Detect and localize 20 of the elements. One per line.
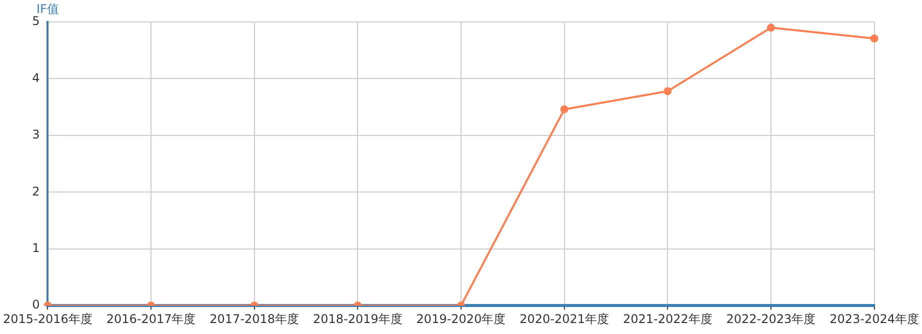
x-tick-label: 2023-2024年度 bbox=[830, 312, 920, 326]
point bbox=[560, 105, 568, 114]
point bbox=[766, 24, 775, 32]
x-tick-label: 2015-2016年度 bbox=[2, 312, 92, 326]
x-tick-label: 2019-2020年度 bbox=[416, 312, 506, 326]
y-tick-label: 2 bbox=[32, 184, 40, 198]
x-tick-label: 2020-2021年度 bbox=[520, 312, 610, 326]
x-tick-label: 2018-2019年度 bbox=[312, 312, 402, 326]
x-tick-label: 2022-2023年度 bbox=[726, 312, 816, 326]
y-tick-label: 0 bbox=[32, 298, 40, 312]
y-tick-label: 5 bbox=[32, 14, 40, 28]
x-tick-label: 2021-2022年度 bbox=[622, 312, 712, 326]
point bbox=[870, 34, 878, 42]
x-tick-label: 2016-2017年度 bbox=[106, 312, 196, 326]
y-axis-title: IF值 bbox=[36, 2, 59, 16]
point bbox=[664, 87, 672, 96]
y-tick-label: 1 bbox=[32, 241, 40, 256]
y-tick-label: 3 bbox=[32, 128, 40, 142]
y-tick-label: 4 bbox=[32, 70, 40, 85]
x-tick-label: 2017-2018年度 bbox=[210, 312, 300, 326]
